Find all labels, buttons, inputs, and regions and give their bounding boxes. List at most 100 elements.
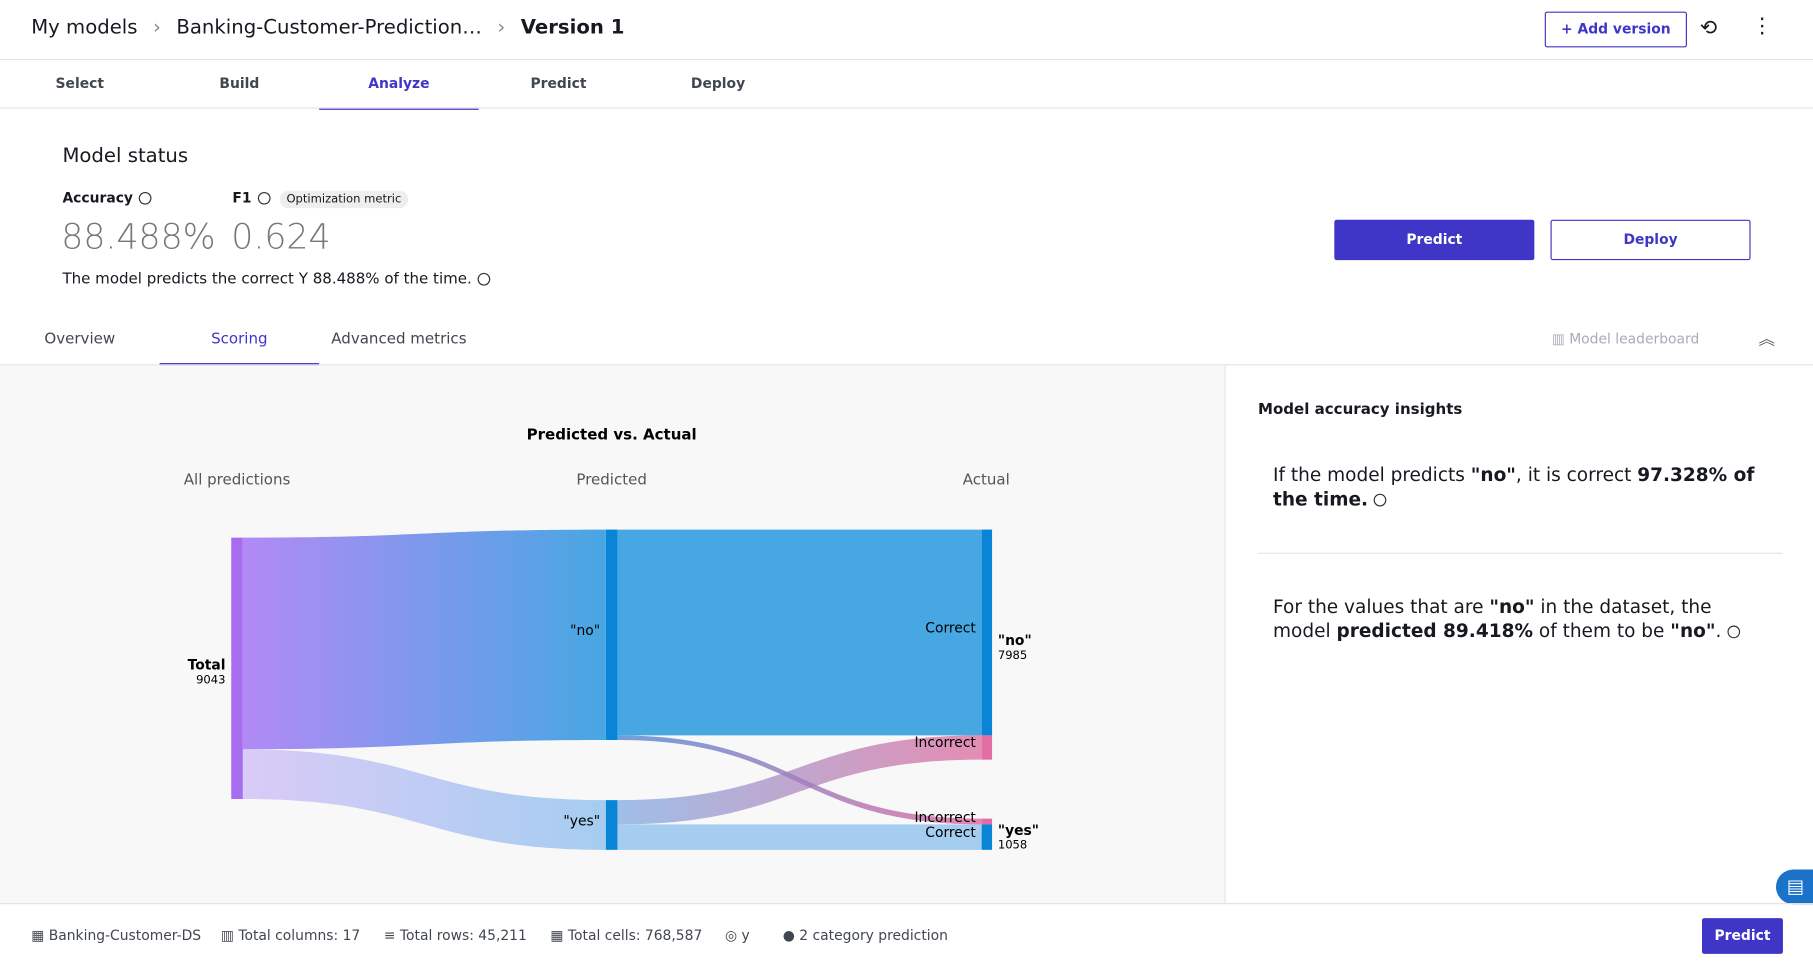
insight-text: 97.328% of the time. bbox=[1273, 463, 1755, 510]
footer-item: ● 2 category prediction bbox=[783, 927, 948, 943]
footer-predict-button[interactable]: Predict bbox=[1702, 918, 1783, 954]
footer-icon: ◎ bbox=[724, 927, 742, 944]
footer-text: y bbox=[741, 927, 750, 944]
metric-value: 88.488% bbox=[61, 217, 216, 258]
flow bbox=[617, 824, 982, 850]
footer-item: ◎ y bbox=[725, 927, 750, 943]
footer-text: 2 category prediction bbox=[799, 927, 948, 944]
node bbox=[981, 824, 993, 850]
text: Accuracy bbox=[62, 189, 133, 206]
divider bbox=[0, 58, 1813, 61]
node bbox=[605, 800, 618, 850]
crumb[interactable]: My models bbox=[31, 16, 138, 40]
node bbox=[605, 529, 618, 740]
crumb[interactable]: Banking-Customer-Prediction… bbox=[176, 16, 482, 40]
footer-icon: ▦ bbox=[31, 927, 49, 944]
subtab[interactable]: Advanced metrics bbox=[331, 330, 467, 349]
insight-text: "no" bbox=[1670, 619, 1716, 642]
subtab[interactable]: Overview bbox=[44, 330, 116, 349]
section-title: Model status bbox=[62, 144, 189, 168]
footer-text: Banking-Customer-DS bbox=[48, 927, 202, 944]
info-icon[interactable] bbox=[1373, 493, 1387, 507]
tab[interactable]: Predict bbox=[530, 75, 587, 92]
deploy-button[interactable]: Deploy bbox=[1550, 219, 1751, 261]
description: The model predicts the correct Y 88.488%… bbox=[62, 270, 491, 288]
add-version-button[interactable]: + Add version bbox=[1544, 11, 1687, 48]
badge: Optimization metric bbox=[279, 190, 409, 209]
insight: For the values that are "no" in the data… bbox=[1273, 594, 1770, 643]
leaderboard-link[interactable]: ▥ Model leaderboard bbox=[1551, 330, 1700, 347]
predict-button[interactable]: Predict bbox=[1334, 219, 1535, 261]
flow bbox=[242, 749, 606, 850]
node-label: "no" bbox=[570, 623, 600, 639]
flow-label: Incorrect bbox=[914, 735, 976, 751]
metric-label: F1 Optimization metric bbox=[232, 189, 409, 209]
node-count: 1058 bbox=[998, 838, 1027, 852]
subtab[interactable]: Scoring bbox=[159, 316, 320, 366]
collapse-icon[interactable]: ︽ bbox=[1758, 330, 1775, 350]
node-label: "no" bbox=[998, 633, 1032, 649]
tab[interactable]: Analyze bbox=[319, 60, 479, 110]
footer-text: Total cells: 768,587 bbox=[567, 927, 703, 944]
flow-label: Incorrect bbox=[914, 810, 976, 826]
insight-text: . bbox=[1715, 619, 1722, 642]
insights-title: Model accuracy insights bbox=[1258, 401, 1463, 419]
node bbox=[231, 537, 243, 799]
sankey-chart: Predicted vs. Actual All predictions Pre… bbox=[0, 365, 1226, 905]
node-label: "yes" bbox=[563, 814, 600, 830]
divider bbox=[1224, 365, 1226, 905]
text: F1 bbox=[232, 189, 252, 206]
info-icon[interactable] bbox=[257, 191, 271, 205]
tab[interactable]: Deploy bbox=[690, 75, 746, 92]
column-label: Actual bbox=[963, 470, 1010, 488]
metric-value: 0.624 bbox=[231, 217, 331, 258]
divider bbox=[0, 364, 1813, 366]
tab[interactable]: Select bbox=[55, 75, 104, 92]
footer-icon: ▦ bbox=[550, 927, 568, 944]
divider bbox=[0, 107, 1813, 109]
menu-icon[interactable]: ⋮ bbox=[1751, 13, 1773, 39]
node-label: Total bbox=[188, 657, 226, 673]
chat-button[interactable]: ▤ bbox=[1776, 869, 1813, 905]
insight-text: , it is correct bbox=[1515, 463, 1638, 486]
divider bbox=[0, 903, 1813, 905]
history-icon[interactable]: ⟲ bbox=[1699, 16, 1718, 41]
footer-icon: ≡ bbox=[383, 927, 400, 944]
chart-title: Predicted vs. Actual bbox=[527, 425, 697, 443]
insight-text: "no" bbox=[1489, 595, 1535, 618]
flow-label: Correct bbox=[925, 825, 976, 841]
flow bbox=[617, 735, 982, 825]
insight-text: of them to be bbox=[1532, 619, 1671, 642]
column-label: All predictions bbox=[184, 470, 291, 488]
footer-icon: ● bbox=[782, 927, 800, 944]
flow bbox=[617, 529, 982, 736]
footer-text: Total rows: 45,211 bbox=[399, 927, 527, 944]
label: Add version bbox=[1577, 20, 1671, 37]
footer-item: ▥ Total columns: 17 bbox=[221, 927, 360, 943]
info-icon[interactable] bbox=[138, 191, 152, 205]
footer-icon: ▥ bbox=[220, 927, 239, 944]
node-label: "yes" bbox=[998, 823, 1039, 839]
footer-item: ▦ Total cells: 768,587 bbox=[550, 927, 702, 943]
footer-text: Total columns: 17 bbox=[238, 927, 361, 944]
insight-text: For the values that are bbox=[1273, 595, 1490, 618]
text: The model predicts the correct Y 88.488%… bbox=[62, 270, 472, 288]
flow bbox=[242, 529, 606, 750]
info-icon[interactable] bbox=[477, 272, 491, 286]
node-count: 9043 bbox=[196, 672, 225, 686]
flow-label: Correct bbox=[925, 620, 976, 636]
label: Model leaderboard bbox=[1569, 330, 1700, 347]
insight-text: "no" bbox=[1470, 463, 1516, 486]
insight-text: If the model predicts bbox=[1273, 463, 1471, 486]
insight-text: predicted 89.418% bbox=[1336, 619, 1533, 642]
node bbox=[981, 735, 993, 760]
footer-item: ▦ Banking-Customer-DS bbox=[31, 927, 201, 943]
node-count: 7985 bbox=[998, 648, 1027, 662]
tab[interactable]: Build bbox=[219, 75, 260, 92]
footer-item: ≡ Total rows: 45,211 bbox=[384, 927, 527, 943]
info-icon[interactable] bbox=[1727, 625, 1740, 639]
node bbox=[981, 818, 993, 825]
